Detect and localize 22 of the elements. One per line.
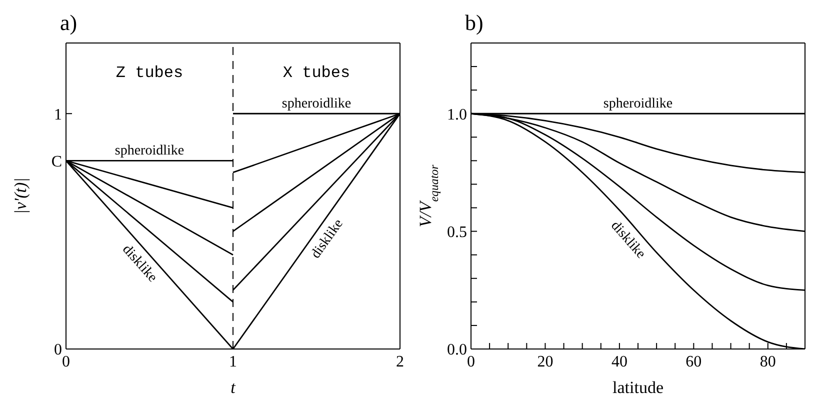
annotation: Z tubes (116, 64, 184, 82)
x-axis-title: latitude (612, 378, 664, 397)
x-tick-label: 1 (229, 353, 237, 370)
series-label: spheroidlike (603, 96, 673, 112)
y-tick-label: 1 (54, 106, 62, 124)
annotation: X tubes (282, 64, 350, 82)
x-tick-label: 80 (760, 353, 776, 370)
series-label: spheroidlike (114, 144, 184, 159)
y-axis-title: |v'(t)| (11, 178, 30, 214)
x-axis-title: t (230, 378, 237, 397)
y-tick-label: 0 (54, 342, 62, 359)
y-tick-label: 0.5 (447, 224, 467, 241)
y-tick-label: 1.0 (447, 106, 467, 124)
y-tick-label: C (51, 153, 62, 170)
chart-title: a) (60, 10, 78, 36)
x-tick-label: 20 (537, 353, 554, 370)
series-label: spheroidlike (282, 96, 352, 112)
x-tick-label: 2 (396, 353, 404, 370)
y-tick-label: 0.0 (447, 342, 467, 359)
chart-title: b) (465, 10, 484, 36)
x-tick-label: 40 (611, 353, 628, 370)
x-tick-label: 60 (686, 353, 702, 370)
